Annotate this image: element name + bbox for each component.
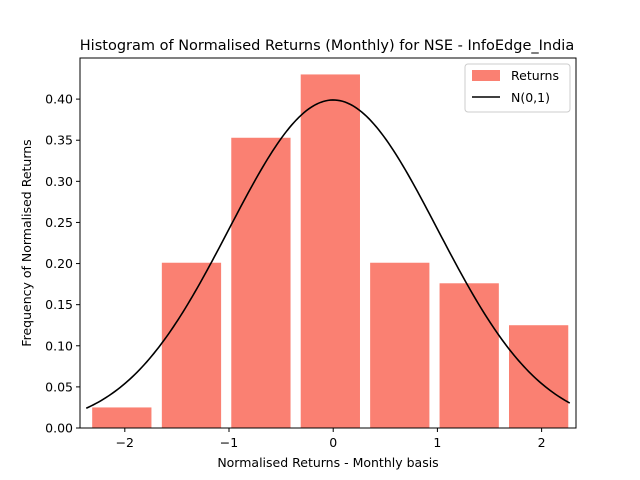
y-tick-label-1: 0.05 bbox=[45, 379, 73, 394]
y-tick-label-8: 0.40 bbox=[45, 92, 73, 107]
bar-5 bbox=[439, 283, 499, 428]
y-tick-label-7: 0.35 bbox=[45, 133, 73, 148]
bar-2 bbox=[231, 137, 291, 428]
y-axis-label: Frequency of Normalised Returns bbox=[19, 139, 34, 346]
y-tick-label-0: 0.00 bbox=[45, 421, 73, 436]
chart-title: Histogram of Normalised Returns (Monthly… bbox=[80, 38, 574, 54]
y-tick-label-5: 0.25 bbox=[45, 215, 73, 230]
bar-0 bbox=[92, 407, 152, 428]
legend-swatch-returns bbox=[472, 70, 500, 81]
bar-6 bbox=[508, 325, 569, 428]
y-axis-ticks: 0.00 0.05 0.10 0.15 0.20 0.25 0.30 0.35 0.40 bbox=[45, 92, 80, 436]
legend: Returns N(0,1) bbox=[464, 63, 571, 113]
x-tick-label-2: 0 bbox=[329, 435, 337, 450]
legend-label-normal: N(0,1) bbox=[511, 90, 550, 105]
y-tick-label-6: 0.30 bbox=[45, 174, 73, 189]
plot-frame bbox=[79, 57, 577, 429]
x-axis-label: Normalised Returns - Monthly basis bbox=[217, 455, 438, 470]
y-tick-label-3: 0.15 bbox=[45, 297, 73, 312]
x-axis-ticks: −2 −1 0 1 2 bbox=[116, 428, 546, 450]
bars-group bbox=[92, 74, 569, 428]
x-tick-label-1: −1 bbox=[220, 435, 238, 450]
x-tick-label-4: 2 bbox=[538, 435, 546, 450]
x-tick-label-0: −2 bbox=[116, 435, 134, 450]
bar-1 bbox=[161, 262, 222, 428]
y-tick-label-4: 0.20 bbox=[45, 256, 73, 271]
y-tick-label-2: 0.10 bbox=[45, 338, 73, 353]
normal-curve-line bbox=[85, 99, 571, 409]
normal-curve-group bbox=[85, 99, 571, 409]
x-tick-label-3: 1 bbox=[433, 435, 441, 450]
bar-3 bbox=[300, 74, 360, 428]
legend-label-returns: Returns bbox=[511, 68, 559, 83]
bar-4 bbox=[370, 262, 430, 428]
